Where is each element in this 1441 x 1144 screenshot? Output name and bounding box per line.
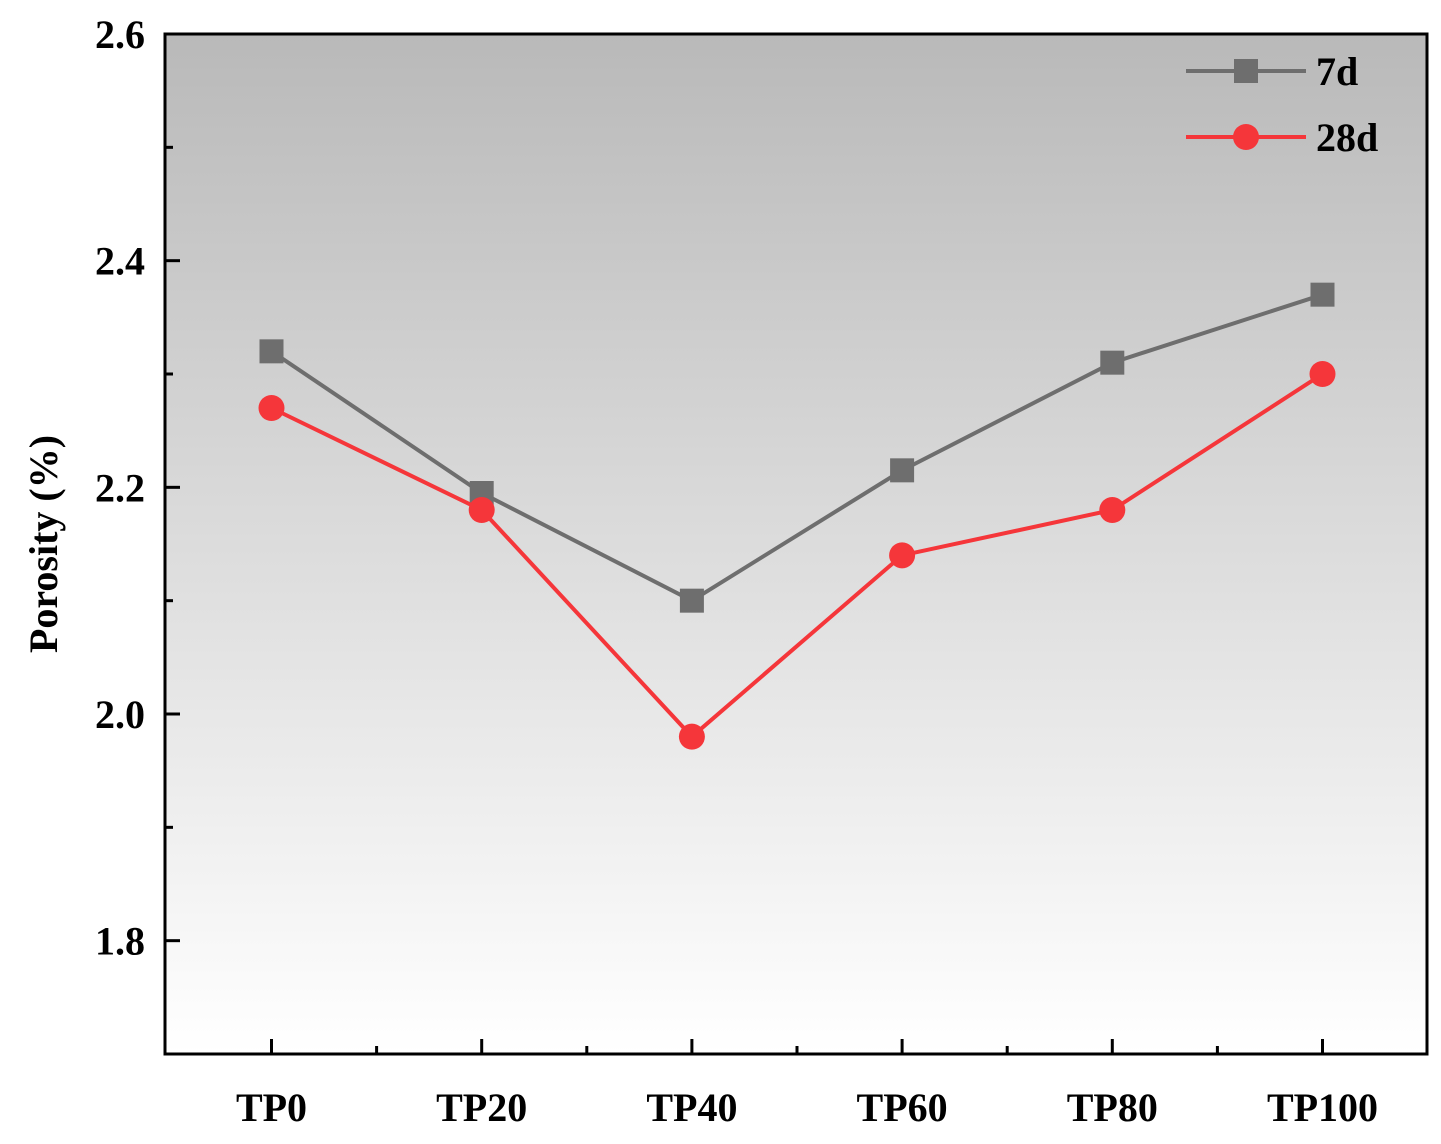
y-tick-label: 2.2 bbox=[95, 465, 145, 510]
point-7d bbox=[679, 588, 704, 613]
point-7d bbox=[890, 458, 915, 483]
y-axis-title: Porosity (%) bbox=[21, 435, 66, 653]
legend-marker-7d bbox=[1234, 59, 1258, 83]
point-7d bbox=[1310, 282, 1335, 307]
x-tick-label: TP100 bbox=[1267, 1085, 1378, 1130]
x-tick-label: TP0 bbox=[236, 1085, 307, 1130]
point-28d bbox=[468, 497, 495, 523]
point-28d bbox=[1309, 361, 1336, 387]
x-tick-label: TP60 bbox=[857, 1085, 948, 1130]
series-line-7d bbox=[270, 292, 1324, 603]
point-28d bbox=[1099, 497, 1126, 523]
point-28d bbox=[889, 542, 916, 569]
y-tick-label: 1.8 bbox=[95, 919, 145, 964]
point-28d bbox=[678, 723, 705, 750]
x-tick-label: TP20 bbox=[436, 1085, 527, 1130]
y-tick-label: 2.6 bbox=[95, 12, 145, 57]
legend-label-7d: 7d bbox=[1316, 49, 1358, 94]
legend-label-28d: 28d bbox=[1316, 115, 1378, 160]
legend-marker-28d bbox=[1233, 124, 1259, 150]
point-7d bbox=[1100, 350, 1125, 375]
x-tick-label: TP80 bbox=[1067, 1085, 1158, 1130]
y-tick-label: 2.4 bbox=[95, 239, 145, 284]
x-tick-label: TP40 bbox=[646, 1085, 737, 1130]
point-28d bbox=[258, 395, 285, 421]
series-line-28d bbox=[270, 372, 1324, 740]
point-7d bbox=[259, 339, 284, 364]
y-tick-label: 2.0 bbox=[95, 692, 145, 737]
plot-background bbox=[165, 34, 1427, 1054]
